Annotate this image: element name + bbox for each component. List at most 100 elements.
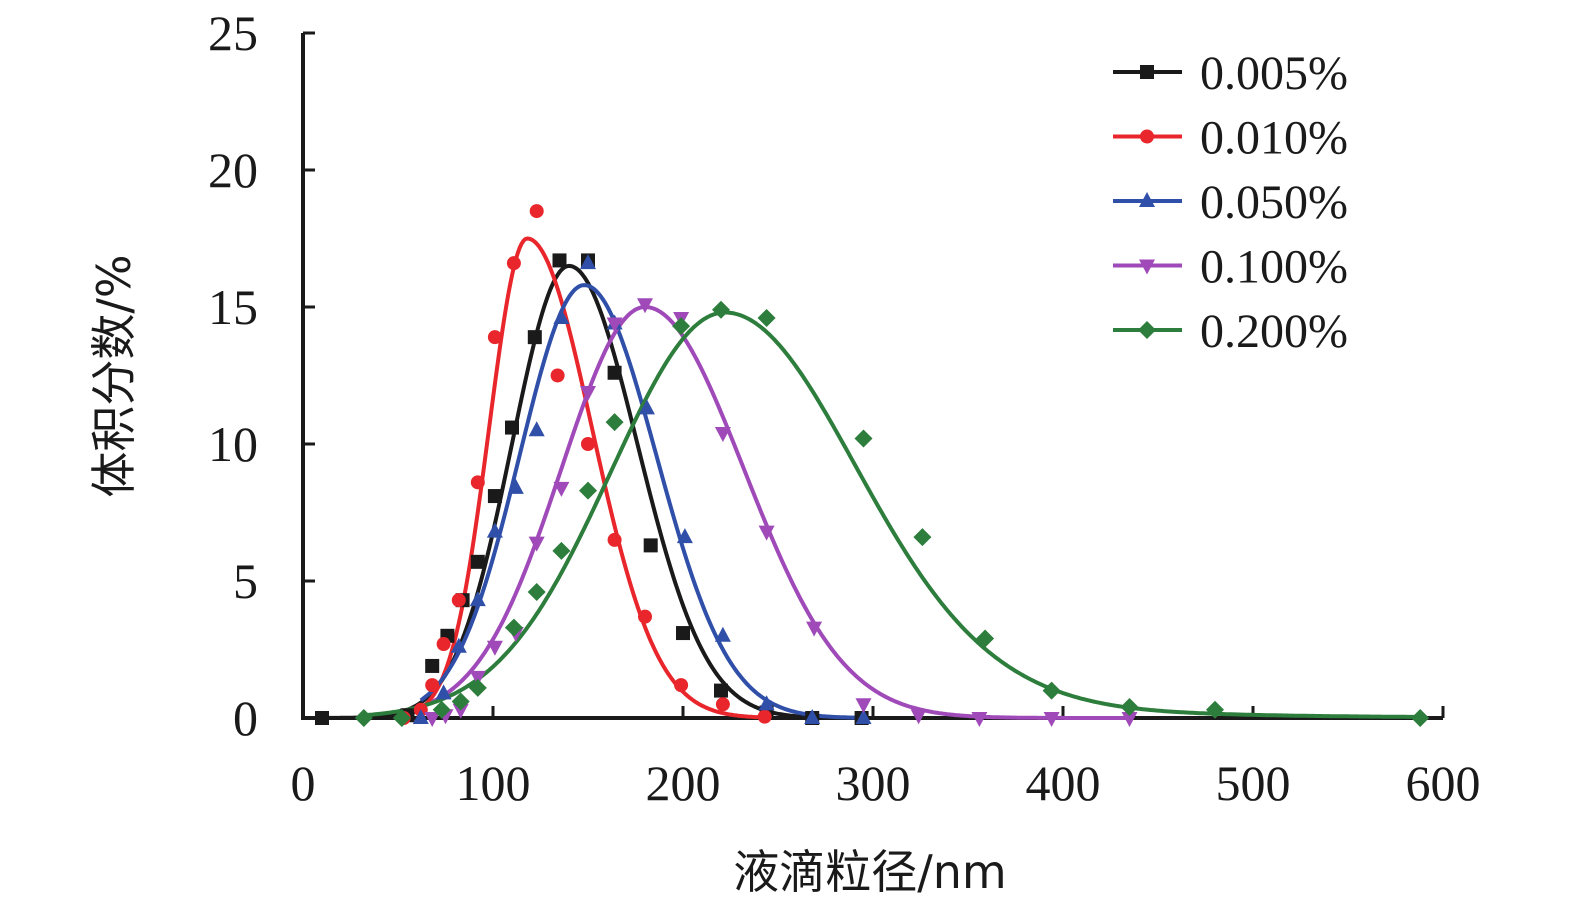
data-point [714,683,728,698]
data-point [1206,700,1224,719]
data-point [672,317,691,336]
data-point [1121,712,1138,727]
data-point [469,670,486,686]
data-markers [315,204,1430,727]
data-point [638,609,652,624]
data-point [715,697,730,712]
data-point [470,475,485,490]
series-curve-3 [431,305,1130,720]
data-point [855,698,872,714]
series-curve-4 [363,310,1421,719]
y-axis-title: 体积分数/% [87,254,141,497]
legend: 0.005% 0.010% 0.050% 0.100% 0.200% [1113,47,1348,358]
data-point [638,399,655,415]
data-point [425,678,440,693]
data-point [425,658,440,673]
legend-label: 0.100% [1200,241,1348,294]
data-point [528,536,545,552]
data-point [553,308,570,324]
data-point [676,626,690,641]
data-point [527,330,542,345]
data-point [450,637,467,653]
data-point [504,618,523,637]
x-tick-label: 400 [1026,755,1101,811]
data-point [855,709,872,724]
data-point [758,525,775,541]
data-point [757,308,776,327]
y-tick-label: 25 [208,5,258,61]
data-point [676,528,693,544]
data-point [451,593,466,608]
data-point [757,709,772,724]
data-point [758,695,775,711]
data-point [487,330,502,345]
data-point [1411,709,1430,727]
data-point [392,709,411,727]
data-point [550,368,565,383]
y-tick-label: 20 [208,142,258,198]
data-point [315,711,329,725]
legend-label: 0.050% [1200,176,1348,229]
data-point [580,385,596,401]
data-point [487,489,502,504]
legend-label: 0.005% [1200,47,1348,100]
data-point [913,528,932,547]
data-point [435,684,452,700]
y-tick-label: 5 [233,553,258,609]
data-point [432,700,451,719]
series-curve-2 [419,283,864,720]
x-tick-label: 100 [456,755,531,811]
data-point [643,538,658,553]
data-point [451,692,470,711]
legend-swatch-marker [1140,129,1154,144]
data-point [607,532,622,547]
data-point [452,703,469,719]
data-point [674,678,689,693]
data-point [505,420,519,435]
y-tick-label: 0 [233,690,258,746]
data-point [607,365,622,380]
data-point [606,317,623,333]
data-point [506,256,521,271]
data-point [424,712,441,727]
data-point [468,678,487,697]
x-tick-label: 300 [836,755,911,811]
data-point [552,253,567,268]
data-point [528,421,545,437]
y-axis-ticks: 0 5 10 15 20 25 [208,5,315,746]
data-point [412,709,429,724]
data-point [804,709,821,724]
data-point [806,621,823,637]
data-point [470,554,485,569]
x-tick-label: 500 [1216,755,1291,811]
x-axis-title: 液滴粒径/nm [733,845,1006,899]
data-point [714,626,731,642]
data-point [529,204,544,219]
y-tick-label: 10 [208,416,258,472]
data-point [910,709,927,725]
data-point [976,629,995,648]
data-point [553,481,570,497]
data-point [1120,698,1139,717]
data-point [486,640,503,656]
data-point [1042,681,1061,700]
data-point [712,300,730,319]
data-point [854,429,873,448]
data-point [486,522,503,538]
data-point [579,481,597,500]
data-point [507,478,524,494]
data-point [552,541,571,560]
legend-label: 0.200% [1200,305,1348,358]
data-point [581,437,595,451]
legend-swatch-marker [1139,259,1155,275]
x-tick-label: 600 [1406,755,1481,811]
legend-swatch-marker [1140,65,1154,79]
data-point [1043,712,1060,727]
x-tick-label: 0 [291,755,316,811]
data-point [714,427,731,443]
data-point [469,591,486,607]
data-point [436,637,451,652]
x-axis-ticks: 0 100 200 300 400 500 600 [291,706,1481,811]
x-tick-label: 200 [646,755,721,811]
